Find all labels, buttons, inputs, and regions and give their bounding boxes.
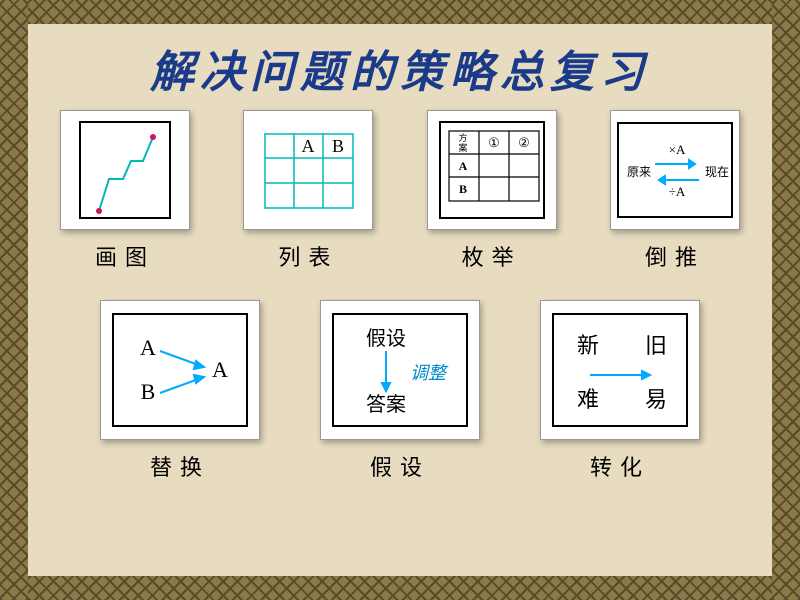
table-header-a: A: [302, 136, 315, 156]
merge-icon: A B A: [114, 315, 250, 429]
svg-text:现在: 现在: [705, 165, 729, 179]
card-liebiao: A B 列表: [243, 110, 373, 272]
card-box-zhuanhua: 新 旧 难 易: [540, 300, 700, 440]
svg-text:易: 易: [645, 387, 667, 412]
card-label-huatu: 画图: [95, 240, 155, 272]
card-label-jiashe: 假设: [370, 450, 430, 482]
svg-text:旧: 旧: [645, 333, 667, 358]
card-zhuanhua: 新 旧 难 易 转化: [540, 300, 700, 482]
card-meiju: 方 案 ① ② A B 枚举: [427, 110, 557, 272]
border-left: [0, 0, 28, 600]
cards-container: 画图 A B 列表: [60, 110, 740, 510]
svg-text:新: 新: [577, 333, 599, 358]
enum-table-icon: 方 案 ① ② A B: [445, 127, 543, 217]
svg-text:案: 案: [458, 142, 467, 153]
page-title: 解决问题的策略总复习: [150, 36, 650, 100]
transform-icon: 新 旧 难 易: [554, 315, 690, 429]
polyline-icon: [81, 123, 173, 221]
border-bottom: [0, 576, 800, 600]
svg-text:÷A: ÷A: [669, 184, 686, 199]
border-right: [772, 0, 800, 600]
card-label-tihuan: 替换: [150, 450, 210, 482]
card-huatu: 画图: [60, 110, 190, 272]
card-label-liebiao: 列表: [278, 240, 338, 272]
svg-text:A: A: [458, 159, 467, 173]
svg-text:方: 方: [458, 132, 467, 143]
card-box-daotui: ×A ÷A 原来 现在: [610, 110, 740, 230]
card-box-huatu: [60, 110, 190, 230]
svg-text:②: ②: [518, 135, 530, 150]
row-1: 画图 A B 列表: [60, 110, 740, 272]
card-label-zhuanhua: 转化: [590, 450, 650, 482]
card-jiashe: 假设 调整 答案 假设: [320, 300, 480, 482]
card-tihuan: A B A 替换: [100, 300, 260, 482]
card-daotui: ×A ÷A 原来 现在 倒推: [610, 110, 740, 272]
card-label-meiju: 枚举: [462, 240, 522, 272]
card-box-liebiao: A B: [243, 110, 373, 230]
card-box-tihuan: A B A: [100, 300, 260, 440]
svg-text:B: B: [459, 182, 467, 196]
svg-text:①: ①: [488, 135, 500, 150]
reverse-flow-icon: ×A ÷A 原来 现在: [619, 124, 735, 220]
table-header-b: B: [332, 136, 344, 156]
border-top: [0, 0, 800, 24]
row-2: A B A 替换: [60, 300, 740, 482]
svg-text:B: B: [141, 379, 156, 404]
card-box-meiju: 方 案 ① ② A B: [427, 110, 557, 230]
card-label-daotui: 倒推: [645, 240, 705, 272]
svg-text:答案: 答案: [366, 393, 406, 416]
card-box-jiashe: 假设 调整 答案: [320, 300, 480, 440]
vflow-icon: 假设 调整 答案: [334, 315, 470, 429]
svg-text:×A: ×A: [669, 142, 686, 157]
table-icon: A B: [253, 122, 363, 218]
svg-text:原来: 原来: [627, 165, 651, 179]
svg-text:难: 难: [577, 387, 599, 412]
svg-text:调整: 调整: [410, 363, 449, 383]
svg-text:A: A: [140, 335, 156, 360]
svg-text:A: A: [212, 357, 228, 382]
svg-text:假设: 假设: [366, 327, 406, 350]
